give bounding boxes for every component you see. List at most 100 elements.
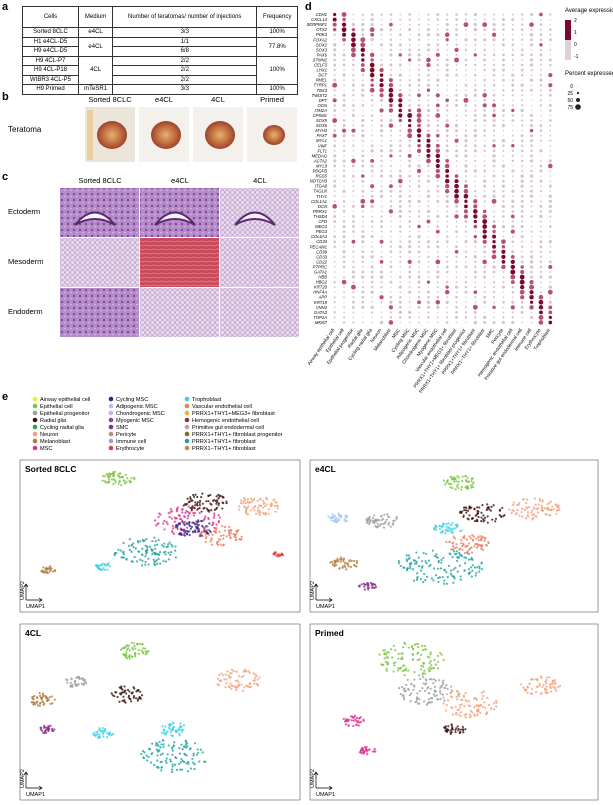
cell-dot xyxy=(471,517,474,520)
dot xyxy=(332,118,338,123)
cell-dot xyxy=(130,550,133,553)
dot xyxy=(408,139,411,142)
cell-dot xyxy=(144,653,147,656)
cell-dot xyxy=(173,763,177,766)
dot xyxy=(502,135,505,137)
dot xyxy=(352,185,355,188)
cell-dot xyxy=(440,558,443,562)
dot xyxy=(399,250,402,254)
cell-dot xyxy=(228,534,231,537)
column-title: e4CL xyxy=(155,95,173,104)
cell-dot xyxy=(480,561,483,564)
cell-dot xyxy=(175,510,178,513)
dot xyxy=(427,104,430,107)
cell-dot xyxy=(168,728,171,731)
dot xyxy=(465,271,467,273)
cell-dot xyxy=(373,583,377,586)
dot xyxy=(370,255,374,259)
cell-dot xyxy=(423,672,427,675)
cell-dot xyxy=(231,684,235,688)
cell-dot xyxy=(409,565,412,568)
cell-dot xyxy=(540,504,543,507)
dot xyxy=(361,28,365,32)
dot xyxy=(539,43,543,47)
dot xyxy=(483,245,487,249)
cell-dot xyxy=(258,504,261,507)
dot xyxy=(418,13,420,16)
gene-label: DCN xyxy=(318,204,328,209)
dot xyxy=(399,129,402,132)
cell-dot xyxy=(397,562,400,565)
dot xyxy=(483,321,487,324)
cell-dot xyxy=(128,657,131,660)
dot xyxy=(465,235,467,238)
cell-dot xyxy=(128,655,131,658)
dot xyxy=(483,68,486,72)
cell-dot xyxy=(347,563,350,566)
dot xyxy=(342,73,346,77)
dot xyxy=(343,301,345,303)
cell-dot xyxy=(447,522,450,525)
dot xyxy=(445,169,450,174)
dot xyxy=(408,13,412,16)
legend-swatch xyxy=(32,403,38,409)
dot xyxy=(343,306,346,309)
dot xyxy=(492,240,496,244)
cell-dot xyxy=(50,695,53,698)
dot xyxy=(398,169,402,173)
cell-dot xyxy=(157,557,160,561)
dot xyxy=(350,42,356,48)
cell-dot xyxy=(273,504,276,508)
header: Number of teratomas/ number of injection… xyxy=(112,6,258,28)
dot xyxy=(390,276,392,278)
dot xyxy=(427,245,430,249)
dot xyxy=(446,255,449,258)
cell-dot xyxy=(183,520,186,524)
dot xyxy=(332,82,338,88)
cell-dot xyxy=(121,647,124,650)
cell-dot xyxy=(209,530,212,533)
dot xyxy=(519,289,525,295)
cell-dot xyxy=(475,571,478,575)
cell-dot xyxy=(218,673,221,677)
cell-dot xyxy=(42,731,45,734)
cell-dot xyxy=(192,521,195,524)
cell-dot xyxy=(442,679,445,682)
gene-label: COL6A3 xyxy=(311,234,328,239)
dot xyxy=(343,215,345,218)
dot xyxy=(519,274,525,280)
cell-dot xyxy=(130,641,133,644)
dot xyxy=(408,190,411,193)
cell-dot xyxy=(203,506,206,509)
cell-dot xyxy=(405,683,408,686)
dot xyxy=(398,118,402,123)
cell-dot xyxy=(106,736,109,739)
dot xyxy=(352,210,355,213)
cell-dot xyxy=(557,504,560,507)
cell-dot xyxy=(40,569,43,572)
dot xyxy=(483,34,486,36)
cell: Sorted 8CLC xyxy=(21,27,80,38)
cell-dot xyxy=(184,740,187,743)
cell-dot xyxy=(453,527,456,530)
cell-dot xyxy=(196,523,200,527)
dot xyxy=(540,145,542,147)
dot xyxy=(530,94,533,96)
cell-dot xyxy=(544,512,547,516)
cell-dot xyxy=(417,556,420,559)
dot xyxy=(398,174,402,178)
gene-label: OTX2 xyxy=(316,27,328,32)
dot xyxy=(529,43,534,47)
cell-dot xyxy=(441,693,444,696)
dot xyxy=(483,149,486,152)
dot xyxy=(417,58,421,62)
cell-dot xyxy=(454,705,457,708)
cell-dot xyxy=(425,552,428,555)
cell-dot xyxy=(482,514,485,517)
cell-dot xyxy=(183,760,186,764)
dot xyxy=(342,250,346,254)
cell-dot xyxy=(132,695,136,698)
cell-dot xyxy=(258,676,261,679)
dot xyxy=(549,180,552,182)
dot xyxy=(539,164,543,168)
